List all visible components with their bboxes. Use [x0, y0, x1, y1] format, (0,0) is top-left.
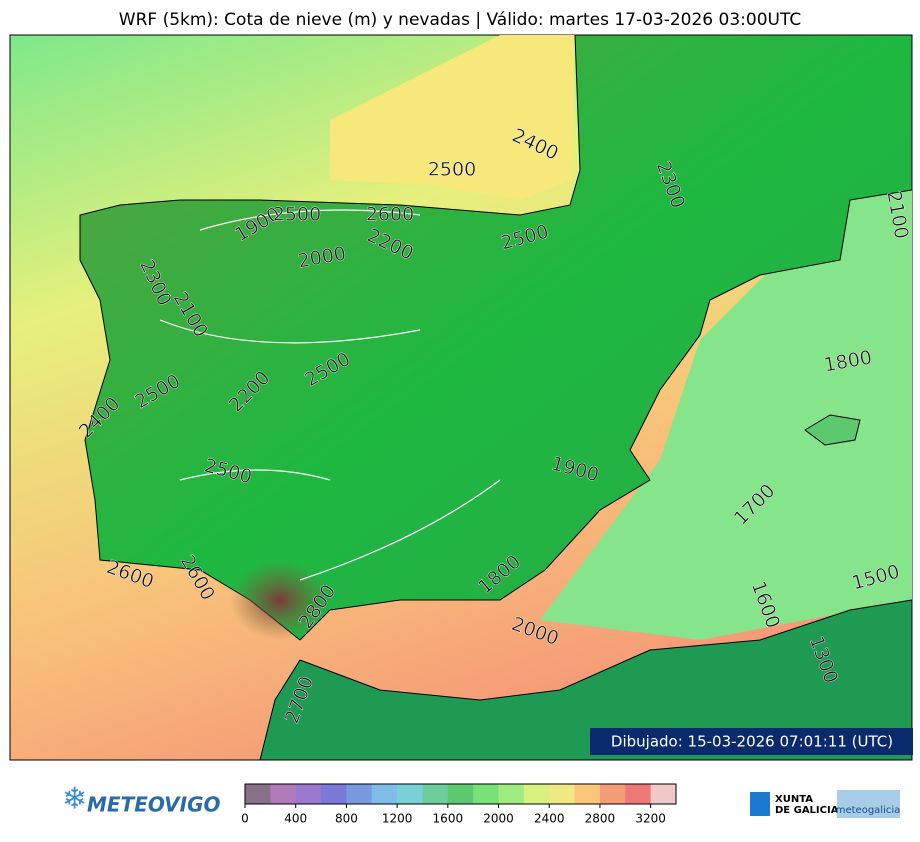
contour-label: 2500	[273, 204, 321, 226]
colorbar-swatch	[295, 784, 322, 804]
colorbar-tick-label: 2000	[483, 812, 514, 826]
colorbar-swatch	[447, 784, 474, 804]
colorbar-swatch	[549, 784, 576, 804]
colorbar-tick-label: 3200	[635, 812, 666, 826]
colorbar-swatch	[245, 784, 271, 804]
sea-med	[540, 180, 912, 640]
colorbar-tick-label: 1200	[382, 812, 413, 826]
xunta-flag	[750, 792, 770, 816]
contour-label: 2600	[366, 204, 414, 226]
colorbar-frame	[244, 783, 677, 805]
colorbar-swatch	[397, 784, 423, 804]
colorbar-swatch	[371, 784, 398, 804]
mallorca	[804, 414, 861, 446]
colorbar-swatch	[321, 784, 347, 804]
colorbar-tick-label: 2800	[585, 812, 616, 826]
logo-meteovigo: METEOVIGO	[87, 793, 221, 817]
contour-label: 2500	[428, 159, 476, 181]
colorbar-swatch	[473, 784, 500, 804]
colorbar-tick-label: 0	[241, 812, 249, 826]
colorbar-tick-label: 800	[335, 812, 358, 826]
colorbar-tick-label: 400	[284, 812, 307, 826]
colorbar-swatch	[523, 784, 550, 804]
colorbar-swatch	[498, 784, 525, 804]
colorbar-tick-label: 1600	[433, 812, 464, 826]
meteogalicia: meteogalicia	[836, 805, 901, 816]
snow-icon: ❄	[62, 782, 87, 817]
timestamp: Dibujado: 15-03-2026 07:01:11 (UTC)	[611, 733, 893, 751]
colorbar-swatch	[599, 784, 626, 804]
title: WRF (5km): Cota de nieve (m) y nevadas |…	[119, 10, 801, 30]
high-snowline	[230, 560, 330, 640]
meteogalicia-box	[837, 790, 900, 818]
colorbar-tick-label: 2400	[534, 812, 565, 826]
map	[9, 34, 913, 761]
colorbar-swatch	[422, 784, 449, 804]
africa-land	[259, 599, 913, 761]
colorbar-swatch	[625, 784, 652, 804]
colorbar-swatch	[650, 784, 677, 804]
colorbar-swatch	[270, 784, 297, 804]
xunta: XUNTA	[775, 794, 813, 805]
contours	[159, 209, 501, 581]
timestamp-box	[590, 728, 913, 755]
colorbar-swatch	[574, 784, 601, 804]
sea-yellow	[330, 35, 575, 200]
galicia: DE GALICIA	[775, 805, 839, 816]
colorbar-swatch	[346, 784, 373, 804]
